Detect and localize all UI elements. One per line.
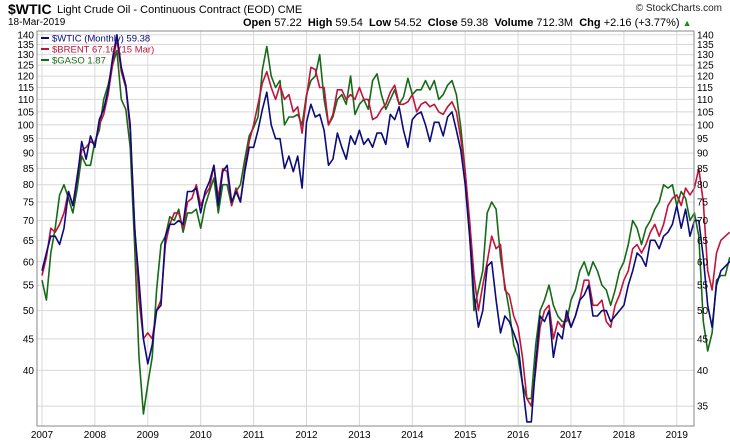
x-tick-label: 2010 bbox=[190, 430, 213, 441]
plot-frame bbox=[36, 30, 695, 427]
y-tick-right: 100 bbox=[697, 120, 714, 131]
y-tick-right: 85 bbox=[697, 164, 709, 175]
y-tick-left: 75 bbox=[23, 197, 35, 208]
legend-label-wtic: $WTIC (Monthly) 59.38 bbox=[52, 34, 150, 45]
legend-label-brent: $BRENT 67.16 (15 Mar) bbox=[52, 45, 154, 56]
y-tick-left: 105 bbox=[17, 107, 34, 118]
y-tick-right: 125 bbox=[697, 61, 714, 72]
y-tick-right: 75 bbox=[697, 197, 709, 208]
y-tick-left: 50 bbox=[23, 306, 35, 317]
high-label: High bbox=[307, 17, 333, 29]
close-label: Close bbox=[427, 17, 458, 29]
x-tick-label: 2014 bbox=[401, 430, 424, 441]
x-tick-label: 2013 bbox=[348, 430, 371, 441]
volume-label: Volume bbox=[494, 17, 534, 29]
y-tick-right: 50 bbox=[697, 306, 709, 317]
chart-description: Light Crude Oil - Continuous Contract (E… bbox=[57, 4, 302, 16]
y-tick-left: 130 bbox=[17, 50, 34, 61]
x-tick-label: 2016 bbox=[507, 430, 530, 441]
y-tick-left: 45 bbox=[23, 334, 35, 345]
y-tick-left: 70 bbox=[23, 216, 35, 227]
y-tick-right: 40 bbox=[697, 366, 709, 377]
y-tick-left: 85 bbox=[23, 164, 35, 175]
y-tick-left: 125 bbox=[17, 61, 34, 72]
y-tick-right: 110 bbox=[697, 95, 713, 106]
y-tick-right: 35 bbox=[697, 402, 709, 413]
y-tick-right: 90 bbox=[697, 149, 709, 160]
y-tick-right: 55 bbox=[697, 281, 709, 292]
chg-label: Chg bbox=[579, 17, 601, 29]
series-line-wtic bbox=[41, 33, 730, 423]
y-tick-right: 45 bbox=[697, 334, 709, 345]
y-tick-left: 55 bbox=[23, 281, 35, 292]
high-value: 59.54 bbox=[335, 17, 363, 29]
y-tick-right: 80 bbox=[697, 180, 709, 191]
x-tick-label: 2011 bbox=[243, 430, 265, 441]
y-tick-right: 60 bbox=[697, 257, 709, 268]
x-tick-label: 2019 bbox=[666, 430, 689, 441]
y-tick-left: 95 bbox=[23, 134, 35, 145]
chg-value: +2.16 (+3.77%) bbox=[603, 17, 680, 29]
close-value: 59.38 bbox=[460, 17, 489, 29]
x-tick-label: 2012 bbox=[295, 430, 318, 441]
y-tick-right: 95 bbox=[697, 134, 709, 145]
y-tick-left: 40 bbox=[23, 366, 35, 377]
y-tick-left: 110 bbox=[18, 95, 34, 106]
y-tick-left: 100 bbox=[17, 120, 34, 131]
exchange-text: CME bbox=[277, 4, 303, 16]
legend-label-gaso: $GASO 1.87 bbox=[52, 56, 106, 67]
x-tick-label: 2009 bbox=[137, 430, 160, 441]
y-tick-right: 65 bbox=[697, 236, 709, 247]
volume-value: 712.3M bbox=[536, 17, 574, 29]
y-tick-left: 140 bbox=[17, 30, 34, 41]
low-value: 54.52 bbox=[394, 17, 422, 29]
symbol-title: $WTIC bbox=[8, 1, 52, 17]
up-arrow-icon: ▲ bbox=[682, 18, 692, 28]
low-label: Low bbox=[369, 17, 392, 29]
x-tick-label: 2017 bbox=[560, 430, 583, 441]
y-tick-left: 65 bbox=[23, 236, 35, 247]
y-tick-left: 80 bbox=[23, 180, 35, 191]
open-value: 57.22 bbox=[274, 17, 302, 29]
open-label: Open bbox=[243, 17, 272, 29]
y-tick-right: 115 bbox=[697, 83, 713, 94]
y-tick-right: 130 bbox=[697, 50, 714, 61]
y-tick-right: 70 bbox=[697, 216, 709, 227]
y-tick-left: 90 bbox=[23, 149, 35, 160]
y-tick-left: 135 bbox=[17, 40, 34, 51]
y-tick-right: 140 bbox=[697, 30, 714, 41]
x-tick-label: 2015 bbox=[454, 430, 477, 441]
x-tick-label: 2008 bbox=[84, 430, 107, 441]
series-line-gaso bbox=[41, 45, 730, 415]
y-tick-right: 120 bbox=[697, 72, 714, 83]
x-tick-label: 2007 bbox=[31, 430, 54, 441]
x-tick-label: 2018 bbox=[613, 430, 636, 441]
description-text: Light Crude Oil - Continuous Contract (E… bbox=[57, 4, 275, 16]
y-tick-right: 105 bbox=[697, 107, 714, 118]
y-tick-left: 60 bbox=[23, 257, 35, 268]
quote-line: Open 57.22 High 59.54 Low 54.52 Close 59… bbox=[243, 17, 692, 29]
y-tick-left: 115 bbox=[18, 83, 34, 94]
brand-watermark: © StockCharts.com bbox=[635, 3, 722, 14]
y-tick-left: 120 bbox=[17, 72, 34, 83]
chart-date: 18-Mar-2019 bbox=[8, 17, 66, 28]
y-tick-right: 135 bbox=[697, 40, 714, 51]
